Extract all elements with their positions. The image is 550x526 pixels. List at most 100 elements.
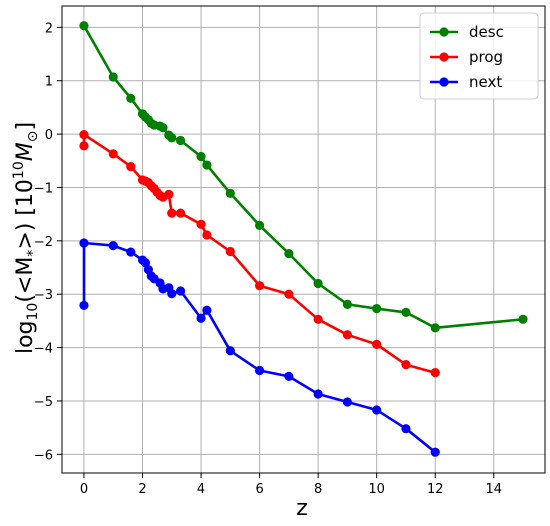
plot-frame [61,5,546,474]
data-point-prog [430,368,440,378]
x-tick-label: 2 [138,482,146,497]
legend-frame [419,12,539,100]
x-tick-label: 12 [427,482,444,497]
data-point-prog [401,360,411,370]
y-axis-label-star: * [25,250,41,257]
data-point-prog [175,208,186,218]
data-point-prog [164,189,174,200]
x-tick-label: 14 [485,482,502,497]
data-point-next [254,365,265,376]
series-layer [79,21,528,457]
data-point-desc [225,188,235,198]
data-point-prog [254,281,265,291]
data-point-desc [167,133,177,143]
legend-item-prog: prog [430,48,503,66]
data-point-next [79,238,89,248]
legend: desc prog next [419,12,539,100]
x-tick-label: 10 [368,482,385,497]
legend-label-desc: desc [469,23,504,41]
y-tick-label: 0 [45,128,53,143]
legend-label-next: next [469,73,502,91]
y-axis-label-inner: (<M [13,257,38,303]
x-tick-label: 4 [197,482,205,497]
series-prog [79,130,440,378]
data-point-prog [202,230,212,240]
data-point-next [126,247,136,257]
data-point-desc [430,323,440,333]
data-point-prog [79,141,89,151]
data-point-next [401,424,411,434]
data-point-desc [518,314,528,324]
x-tick-label: 8 [314,482,322,497]
data-point-desc [401,307,411,317]
data-point-next [372,405,382,415]
y-axis-label-sun: ⊙ [25,131,41,143]
y-axis-label-sup: 10 [11,161,27,179]
data-point-next [175,286,186,296]
data-point-desc [284,249,294,259]
data-point-desc [196,151,206,162]
y-tick-label: −1 [34,181,53,196]
data-point-next [284,371,294,381]
data-point-next [196,313,206,323]
grid-layer [62,6,545,473]
data-point-prog [284,289,294,299]
series-desc [79,21,528,333]
data-point-prog [313,314,323,324]
legend-marker-prog [439,52,449,62]
data-point-desc [342,299,353,309]
data-point-next [140,258,151,268]
legend-marker-next [439,77,449,87]
legend-item-desc: desc [430,23,504,41]
x-tick-label: 0 [80,482,88,497]
legend-entries: desc prog next [430,23,504,91]
x-axis-label: z [296,496,308,521]
data-point-prog [79,130,89,140]
y-axis-label-log: log [13,321,38,355]
legend-marker-desc [439,27,449,37]
y-tick-label: −3 [34,288,53,303]
data-point-prog [342,330,353,340]
legend-label-prog: prog [469,48,503,66]
data-point-desc [79,21,89,31]
y-tick-label: −5 [34,395,53,410]
data-point-next [225,346,235,356]
data-point-prog [225,246,235,257]
y-axis-label-sub: 10 [25,303,41,321]
y-axis-label-end: ] [13,122,38,131]
y-tick-label: −6 [34,448,53,463]
y-tick-label: 1 [45,75,53,90]
data-point-prog [108,149,118,159]
series-next [79,238,440,457]
data-point-next [79,300,89,311]
data-point-desc [158,123,168,133]
y-axis-label: log10(<M*>) [1010M⊙] [11,122,41,354]
data-point-next [202,305,212,315]
data-point-desc [372,304,382,314]
data-point-desc [108,72,118,82]
data-point-prog [167,208,177,218]
data-point-desc [126,93,136,103]
data-point-desc [313,278,323,289]
data-point-next [167,289,177,299]
x-tick-label: 6 [255,482,263,497]
legend-item-next: next [430,73,502,91]
y-tick-label: −4 [34,342,53,357]
data-point-next [342,397,353,407]
y-tick-label: −2 [34,235,53,250]
data-point-next [108,241,118,251]
data-point-desc [175,135,186,146]
data-point-desc [202,160,212,170]
data-point-next [313,389,323,399]
data-point-desc [254,220,265,230]
y-tick-label: 2 [45,21,53,36]
y-axis-label-close: >) [10 [13,179,38,250]
data-point-prog [372,339,382,349]
data-point-prog [196,219,206,229]
data-point-prog [126,162,136,172]
y-axis-label-msun: M [13,142,38,161]
data-point-next [430,447,440,457]
